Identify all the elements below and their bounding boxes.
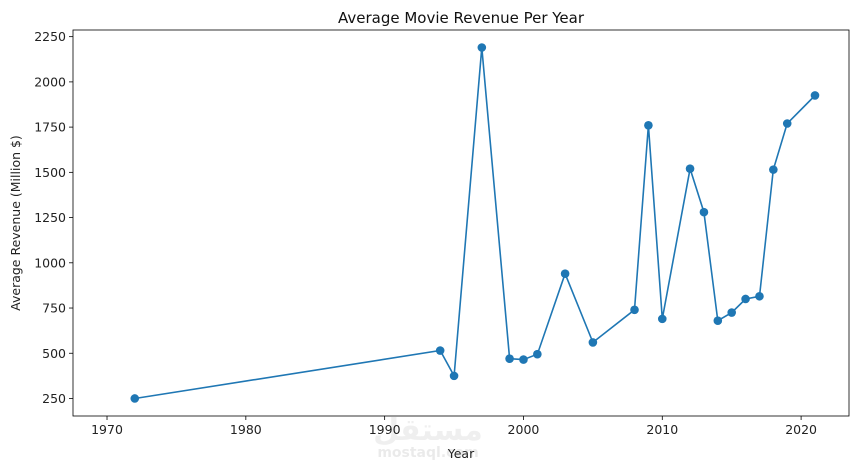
watermark: مستقل mostaql.com [373, 413, 483, 461]
x-axis: 1970 1980 1990 2000 2010 2020 [91, 416, 817, 437]
data-point [449, 371, 459, 381]
data-point [519, 355, 528, 364]
data-point [560, 269, 570, 278]
data-point [810, 91, 820, 100]
data-point [657, 314, 667, 324]
data-point [713, 316, 723, 325]
chart-title: Average Movie Revenue Per Year [338, 9, 585, 27]
y-tick-label: 2250 [34, 29, 66, 44]
series-markers [130, 43, 820, 403]
watermark-arabic: مستقل [373, 413, 483, 448]
data-point [644, 121, 653, 130]
data-point [477, 43, 487, 52]
y-tick-label: 1750 [34, 120, 66, 135]
x-tick-label: 2010 [646, 422, 678, 437]
x-tick-label: 2000 [508, 422, 540, 437]
y-tick-label: 250 [42, 391, 66, 406]
data-point [727, 308, 736, 317]
y-tick-label: 1500 [34, 165, 66, 180]
data-point [685, 164, 695, 174]
data-point [505, 354, 514, 363]
x-tick-label: 1980 [230, 422, 262, 437]
y-tick-label: 1250 [34, 210, 66, 225]
data-point [435, 346, 445, 355]
plot-area [72, 29, 850, 417]
x-tick-label: 2020 [785, 422, 817, 437]
x-tick-label: 1970 [91, 422, 123, 437]
x-tick-label: 1990 [369, 422, 401, 437]
data-point [755, 291, 764, 301]
data-point [699, 207, 709, 217]
watermark-latin: mostaql.com [377, 445, 478, 461]
data-point [741, 294, 750, 304]
data-point [588, 338, 598, 347]
data-point [533, 349, 542, 359]
x-axis-label: Year [447, 446, 475, 461]
y-tick-label: 1000 [34, 255, 66, 270]
y-tick-label: 750 [42, 301, 66, 316]
data-point [769, 165, 778, 174]
y-tick-label: 2000 [34, 74, 66, 89]
data-point [630, 305, 639, 315]
y-tick-label: 500 [42, 346, 66, 361]
y-axis: 250 500 750 1000 1250 1500 1750 2000 2250 [34, 29, 73, 406]
y-axis-label: Average Revenue (Million $) [8, 135, 23, 311]
data-point [130, 394, 140, 403]
data-point [782, 119, 792, 128]
